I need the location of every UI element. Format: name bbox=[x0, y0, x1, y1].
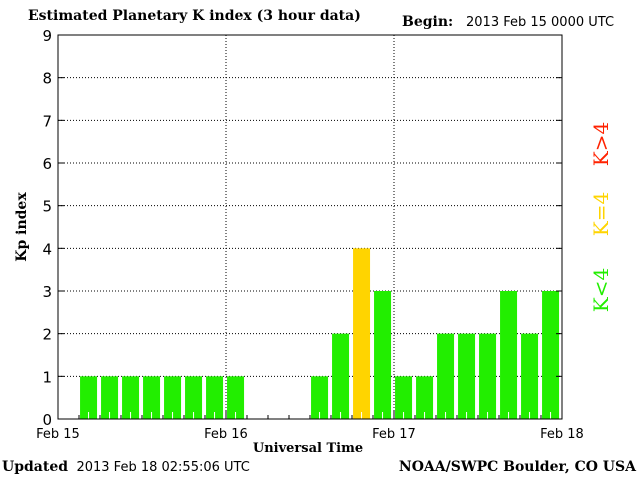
kp-bar bbox=[332, 333, 350, 419]
kp-bar bbox=[122, 376, 140, 419]
begin-value: 2013 Feb 15 0000 UTC bbox=[466, 15, 615, 30]
kp-bar bbox=[353, 248, 371, 419]
kp-bar bbox=[143, 376, 161, 419]
y-ticks: 0 1 2 3 4 5 6 7 8 9 bbox=[42, 27, 562, 429]
legend-label: K<4 bbox=[589, 268, 613, 312]
y-tick-label: 9 bbox=[42, 27, 52, 45]
kp-bar bbox=[80, 376, 98, 419]
kp-bar bbox=[206, 376, 224, 419]
kp-bar bbox=[395, 376, 413, 419]
kp-bar bbox=[374, 291, 392, 419]
y-tick-label: 4 bbox=[42, 240, 52, 258]
legend: K>4 K=4 K<4 bbox=[589, 122, 613, 312]
kp-bar bbox=[164, 376, 182, 419]
y-tick-label: 0 bbox=[42, 411, 52, 429]
legend-label: K=4 bbox=[589, 192, 613, 236]
x-tick-label: Feb 17 bbox=[372, 427, 416, 442]
kp-bar bbox=[542, 291, 560, 419]
updated-line: Updated 2013 Feb 18 02:55:06 UTC bbox=[2, 459, 250, 475]
updated-label: Updated bbox=[2, 459, 69, 475]
kp-bar bbox=[479, 333, 497, 419]
kp-bar bbox=[458, 333, 476, 419]
kp-bar bbox=[185, 376, 203, 419]
y-tick-label: 7 bbox=[42, 112, 52, 130]
x-tick-label: Feb 16 bbox=[204, 427, 248, 442]
chart-title: Estimated Planetary K index (3 hour data… bbox=[28, 8, 361, 24]
kp-bar bbox=[437, 333, 455, 419]
y-tick-label: 2 bbox=[42, 326, 52, 344]
y-tick-label: 8 bbox=[42, 70, 52, 88]
begin-label: Begin: bbox=[402, 14, 454, 30]
bars bbox=[80, 248, 560, 419]
x-axis-label: Universal Time bbox=[253, 441, 363, 456]
y-axis-label: Kp index bbox=[14, 192, 30, 262]
x-tick-label: Feb 18 bbox=[540, 427, 584, 442]
x-tick-label: Feb 15 bbox=[36, 427, 80, 442]
y-tick-label: 1 bbox=[42, 368, 52, 386]
kp-bar bbox=[500, 291, 518, 419]
kp-bar bbox=[227, 376, 245, 419]
y-tick-label: 6 bbox=[42, 155, 52, 173]
grid-lines bbox=[58, 35, 562, 419]
kp-bar bbox=[521, 333, 539, 419]
legend-label: K>4 bbox=[589, 122, 613, 166]
credit: NOAA/SWPC Boulder, CO USA bbox=[398, 459, 636, 475]
x-ticks: Feb 15 Feb 16 Feb 17 Feb 18 bbox=[36, 411, 584, 442]
y-tick-label: 3 bbox=[42, 283, 52, 301]
y-tick-label: 5 bbox=[42, 198, 52, 216]
kp-bar bbox=[416, 376, 434, 419]
kp-bar bbox=[311, 376, 329, 419]
updated-value: 2013 Feb 18 02:55:06 UTC bbox=[76, 460, 250, 475]
kp-bar bbox=[101, 376, 119, 419]
